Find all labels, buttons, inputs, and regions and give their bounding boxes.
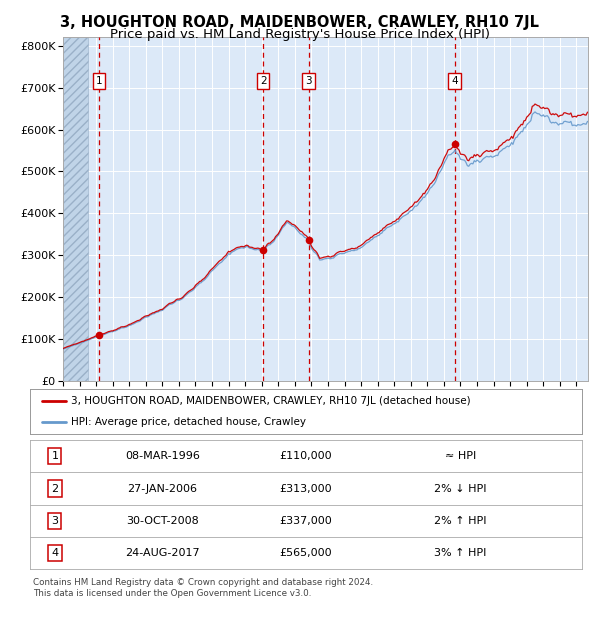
- Text: £313,000: £313,000: [280, 484, 332, 494]
- Text: Price paid vs. HM Land Registry's House Price Index (HPI): Price paid vs. HM Land Registry's House …: [110, 28, 490, 41]
- Text: 27-JAN-2006: 27-JAN-2006: [127, 484, 197, 494]
- Text: 4: 4: [51, 548, 58, 558]
- Text: 1: 1: [52, 451, 58, 461]
- Text: 08-MAR-1996: 08-MAR-1996: [125, 451, 200, 461]
- Bar: [63, 37, 88, 381]
- Text: 2: 2: [51, 484, 58, 494]
- Text: HPI: Average price, detached house, Crawley: HPI: Average price, detached house, Craw…: [71, 417, 307, 427]
- Text: £110,000: £110,000: [280, 451, 332, 461]
- Text: 3, HOUGHTON ROAD, MAIDENBOWER, CRAWLEY, RH10 7JL (detached house): 3, HOUGHTON ROAD, MAIDENBOWER, CRAWLEY, …: [71, 396, 471, 406]
- Text: Contains HM Land Registry data © Crown copyright and database right 2024.: Contains HM Land Registry data © Crown c…: [33, 577, 373, 587]
- Text: £565,000: £565,000: [280, 548, 332, 558]
- Text: 2% ↓ HPI: 2% ↓ HPI: [434, 484, 487, 494]
- Text: 3: 3: [52, 516, 58, 526]
- Text: 1: 1: [96, 76, 103, 86]
- Text: 2: 2: [260, 76, 266, 86]
- Text: ≈ HPI: ≈ HPI: [445, 451, 476, 461]
- Text: 24-AUG-2017: 24-AUG-2017: [125, 548, 200, 558]
- Text: 30-OCT-2008: 30-OCT-2008: [126, 516, 199, 526]
- Text: £337,000: £337,000: [280, 516, 332, 526]
- Text: 2% ↑ HPI: 2% ↑ HPI: [434, 516, 487, 526]
- Text: 4: 4: [451, 76, 458, 86]
- Text: This data is licensed under the Open Government Licence v3.0.: This data is licensed under the Open Gov…: [33, 588, 311, 598]
- Text: 3% ↑ HPI: 3% ↑ HPI: [434, 548, 487, 558]
- Text: 3, HOUGHTON ROAD, MAIDENBOWER, CRAWLEY, RH10 7JL: 3, HOUGHTON ROAD, MAIDENBOWER, CRAWLEY, …: [61, 16, 539, 30]
- Text: 3: 3: [305, 76, 312, 86]
